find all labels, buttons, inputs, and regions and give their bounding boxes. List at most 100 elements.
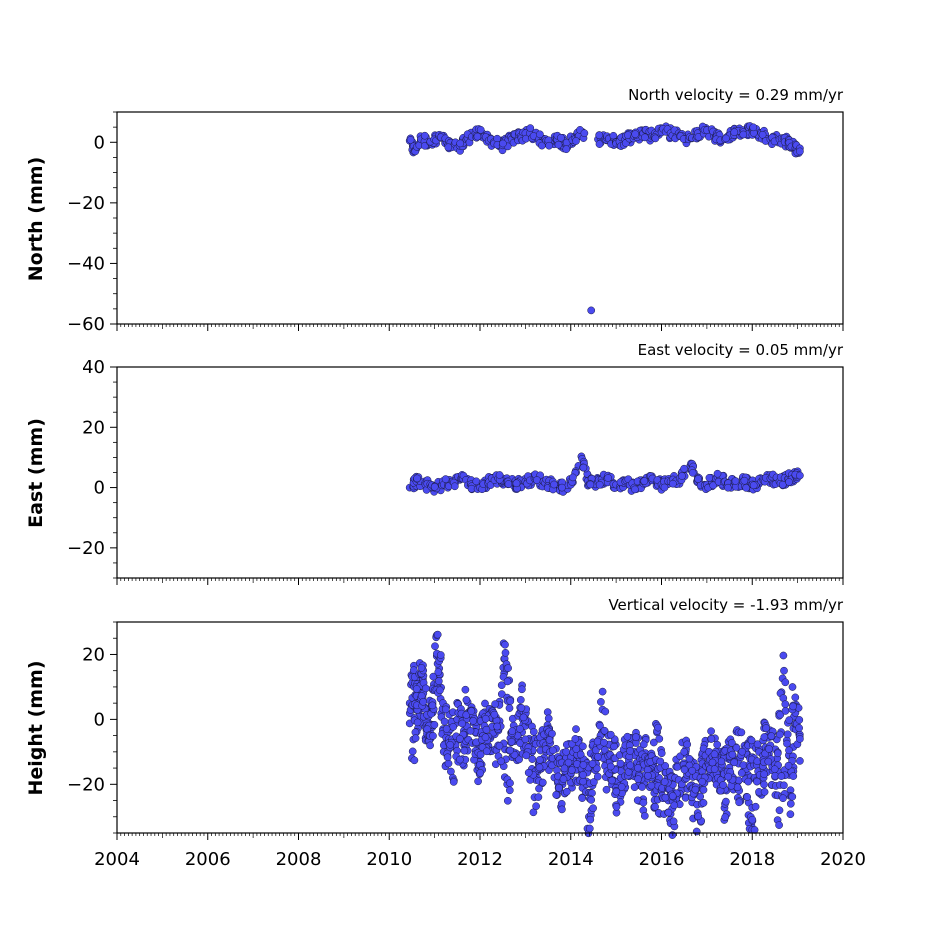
height-data-point [579, 761, 588, 769]
north-ytick-label: 0 [94, 132, 105, 153]
height-xtick-label: 2014 [548, 849, 594, 870]
height-data-point [775, 806, 784, 815]
height-data-point [626, 747, 634, 755]
height-data-point [717, 757, 726, 766]
east-data-point [740, 476, 749, 485]
height-data-point [765, 745, 773, 753]
north-data-point [580, 129, 589, 138]
height-data-point [560, 764, 569, 773]
height-data-point [647, 781, 656, 790]
height-data-point [699, 799, 708, 807]
height-data-point [730, 758, 739, 767]
height-data-point [738, 747, 747, 756]
height-data-point [608, 776, 616, 785]
east-data-point [413, 474, 421, 483]
east-data-point [724, 483, 732, 492]
height-data-point [728, 750, 737, 759]
height-data-point [552, 790, 561, 799]
height-data-point [579, 771, 587, 779]
east-data-point [504, 480, 513, 488]
east-data-point [430, 483, 439, 491]
height-data-point [587, 796, 596, 804]
height-data-point [785, 716, 794, 724]
height-data-point [426, 741, 434, 750]
height-data-point [428, 701, 437, 710]
east-data-point [472, 477, 481, 486]
height-data-point [719, 781, 727, 789]
height-data-point [466, 727, 475, 735]
height-data-point [737, 728, 746, 737]
height-data-point [519, 713, 528, 722]
height-data-point [585, 824, 594, 833]
height-data-point [564, 758, 573, 767]
height-data-point [476, 769, 485, 777]
height-data-point [588, 759, 597, 768]
height-data-point [491, 700, 499, 708]
height-data-point [669, 817, 678, 826]
height-data-point [602, 785, 611, 794]
height-data-point [783, 730, 792, 739]
height-data-point [760, 733, 769, 741]
height-data-point [707, 735, 716, 743]
height-data-point [544, 714, 553, 723]
height-data-point [490, 710, 499, 719]
height-data-point [786, 810, 795, 819]
height-data-point [503, 796, 512, 805]
north-data-point [473, 132, 482, 141]
height-data-point [449, 778, 458, 786]
east-points [405, 452, 804, 496]
north-data-point [406, 136, 415, 144]
height-data-point [780, 781, 788, 790]
height-data-point [644, 771, 652, 780]
height-data-point [429, 732, 437, 740]
height-data-point [535, 763, 544, 772]
height-data-point [458, 719, 467, 728]
height-data-point [413, 718, 422, 727]
height-data-point [421, 684, 430, 693]
height-data-point [503, 677, 512, 686]
height-data-point [699, 786, 708, 794]
height-data-point [670, 801, 679, 810]
height-data-point [762, 724, 770, 732]
height-data-point [630, 783, 639, 792]
height-data-point [532, 802, 540, 811]
height-data-point [516, 724, 524, 733]
height-data-point [694, 812, 703, 821]
height-data-point [522, 751, 531, 760]
height-data-point [760, 770, 768, 779]
height-data-point [785, 746, 793, 755]
height-data-point [626, 761, 635, 770]
height-data-point [606, 762, 615, 771]
east-data-point [731, 477, 740, 485]
north-data-point [476, 125, 485, 134]
east-data-point [595, 480, 604, 489]
height-xtick-label: 2018 [729, 849, 775, 870]
height-data-point [572, 725, 580, 733]
height-data-point [412, 685, 421, 693]
east-data-point [669, 479, 677, 488]
height-data-point [521, 735, 530, 744]
height-data-point [579, 777, 587, 786]
height-data-point [578, 794, 587, 802]
height-data-point [654, 723, 662, 732]
height-data-point [441, 705, 450, 714]
height-data-point [753, 757, 762, 766]
height-points [405, 630, 804, 839]
east-data-point [558, 483, 566, 492]
east-data-point [569, 473, 577, 482]
height-data-point [497, 757, 505, 766]
height-data-point [558, 805, 566, 814]
north-data-point [595, 140, 604, 148]
north-plot-frame [116, 111, 844, 325]
height-ytick-label: −20 [67, 774, 105, 795]
height-data-point [495, 742, 504, 750]
height-data-point [791, 693, 800, 702]
height-data-point [579, 742, 587, 751]
height-data-point [680, 747, 689, 756]
height-data-point [597, 698, 605, 706]
height-data-point [600, 738, 608, 747]
east-data-point [550, 480, 558, 489]
height-data-point [789, 772, 798, 780]
height-data-point [634, 775, 642, 783]
height-data-point [430, 720, 439, 729]
